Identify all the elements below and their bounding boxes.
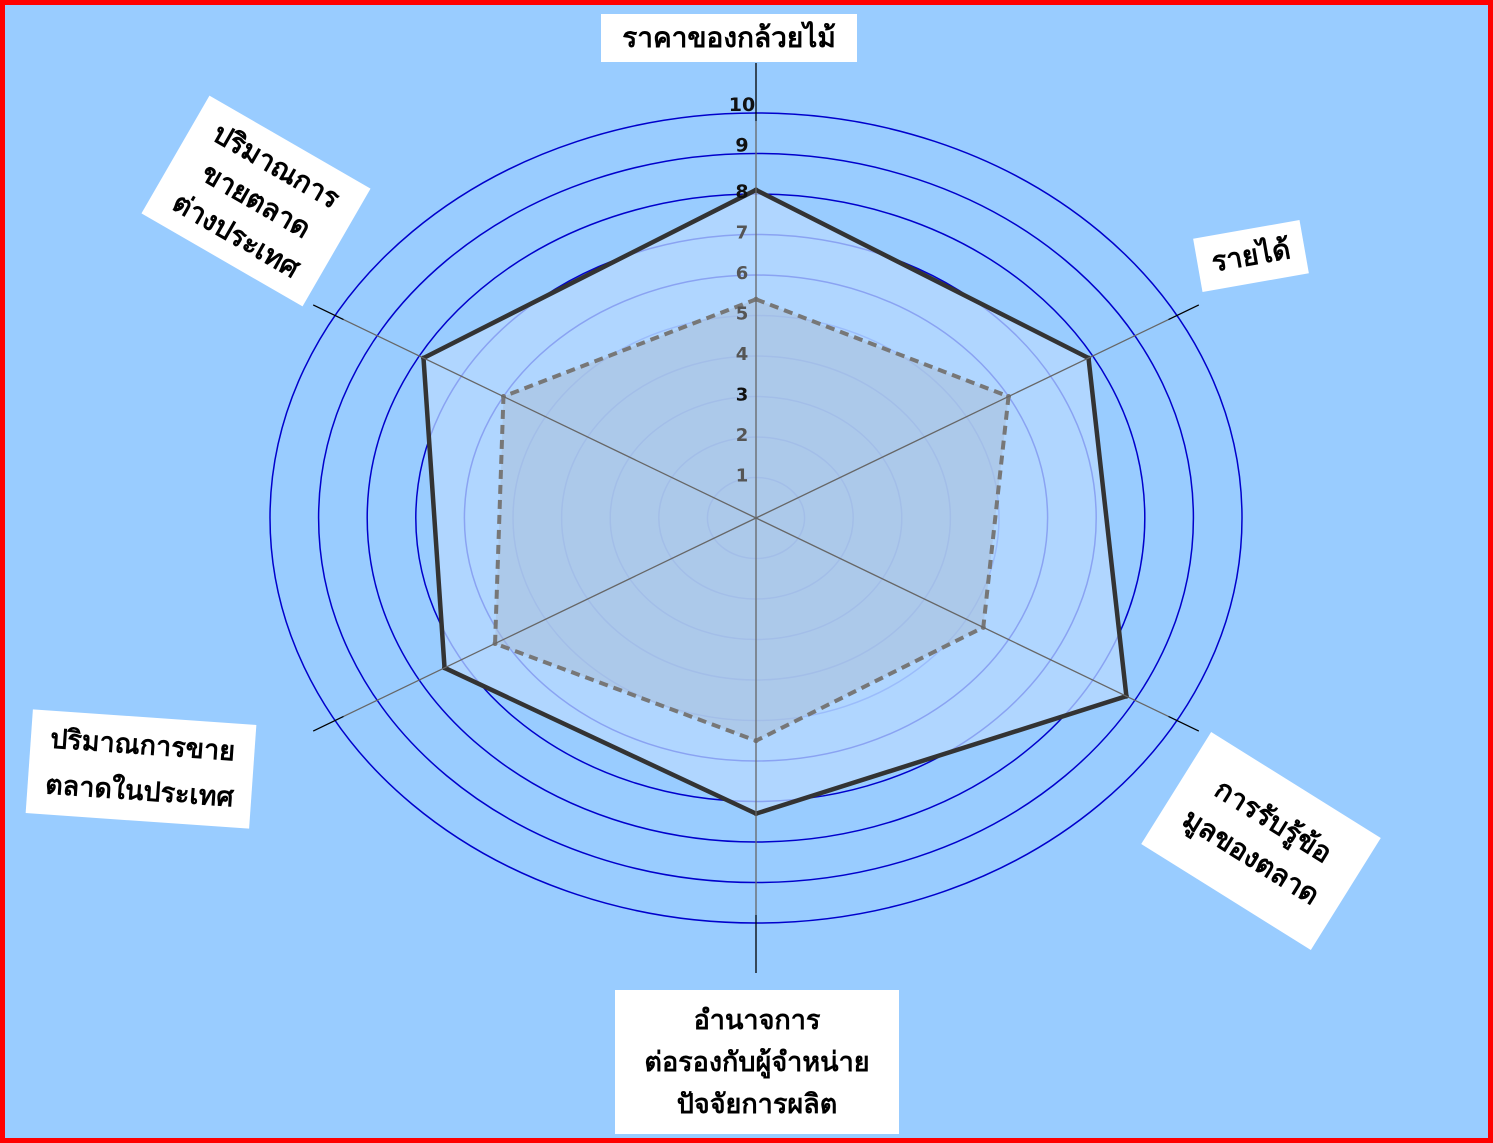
axis-label-line: ราคาของกล้วยไม้	[622, 21, 836, 54]
radar-tick-label: 9	[735, 135, 748, 157]
radar-tick-label: 4	[736, 344, 749, 365]
radar-chart: 1 2 3 4 5 6 7 8 9 10	[269, 63, 1243, 973]
radar-tick-label: 10	[729, 94, 755, 116]
radar-spoke-inner	[755, 517, 1169, 718]
axis-label-orchid-price: ราคาของกล้วยไม้	[601, 14, 857, 62]
axis-label-bargaining-power: อำนาจการ ต่อรองกับผู้จำหน่าย ปัจจัยการผล…	[615, 990, 899, 1134]
radar-tick-label: 1	[736, 466, 749, 487]
radar-tick-label: 8	[735, 181, 748, 203]
radar-spoke-outer	[312, 304, 344, 321]
axis-label-line: อำนาจการ	[693, 1005, 821, 1036]
axis-label-domestic-sales: ปริมาณการขาย ตลาดในประเทศ	[25, 709, 257, 829]
radar-tick-label: 2	[736, 425, 749, 446]
radar-spoke-outer	[312, 715, 344, 732]
radar-tick-label: 7	[736, 223, 749, 244]
radar-spoke-inner	[343, 318, 757, 519]
radar-spoke-outer	[1168, 715, 1200, 732]
axis-label-line: ปัจจัยการผลิต	[676, 1089, 838, 1120]
axis-label-line: ต่อรองกับผู้จำหน่าย	[644, 1047, 870, 1078]
radar-spoke-inner	[755, 318, 1169, 519]
radar-tick-label: 5	[736, 304, 749, 325]
radar-spokes	[312, 63, 1200, 973]
radar-tick-label: 6	[736, 263, 749, 284]
radar-tick-labels: 1 2 3 4 5 6 7 8 9 10	[729, 94, 755, 487]
radar-spoke-outer	[1168, 304, 1200, 321]
radar-tick-label: 3	[736, 385, 749, 406]
radar-spoke-inner	[343, 517, 757, 718]
